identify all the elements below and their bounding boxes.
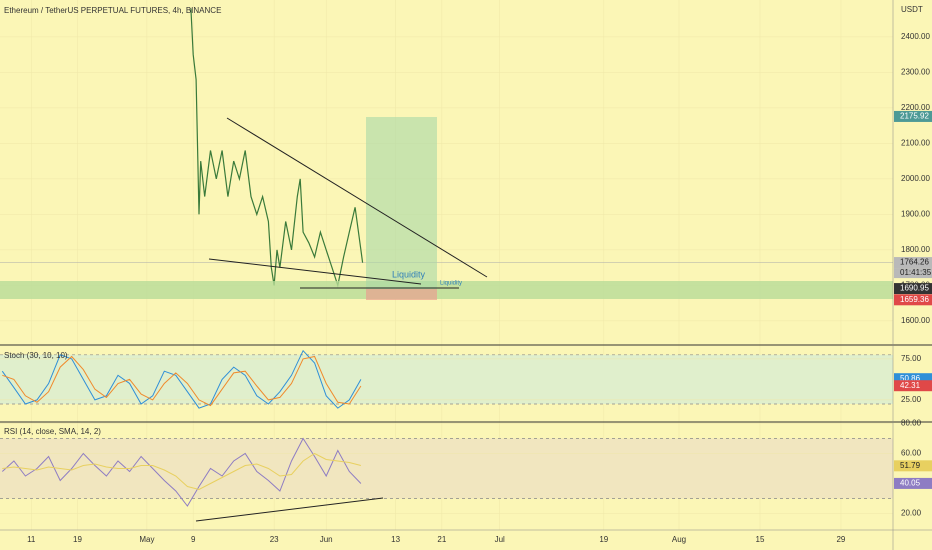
series-line (2, 355, 362, 407)
y-tick-label: 20.00 (901, 509, 922, 518)
x-tick-label: 15 (756, 535, 765, 544)
y-tick-label: 2300.00 (901, 68, 930, 77)
price-marker (894, 477, 932, 489)
annotation: Liquidity (392, 269, 426, 279)
series-line (1, 437, 362, 507)
currency: USDT (901, 5, 923, 14)
y-tick-label: 60.00 (901, 449, 922, 458)
price-marker-label: 1659.36 (900, 295, 929, 304)
countdown: 01:41:35 (900, 268, 932, 277)
x-tick-label: Jul (495, 535, 505, 544)
series-line (2, 452, 362, 491)
price-marker-label: 1764.26 (900, 258, 929, 267)
y-tick-label: 1600.00 (901, 316, 930, 325)
y-tick-label: 2000.00 (901, 174, 930, 183)
price-marker (894, 380, 932, 392)
x-tick-label: 9 (191, 535, 196, 544)
x-tick-label: 23 (270, 535, 279, 544)
y-tick-label: 80.00 (901, 419, 922, 428)
indicator-band (0, 354, 893, 404)
x-tick-label: 19 (599, 535, 608, 544)
y-tick-label: 1900.00 (901, 209, 930, 218)
wedge-lower (208, 258, 422, 285)
price-marker (894, 460, 932, 472)
x-tick-label: Aug (672, 535, 686, 544)
price-marker-label: 51.79 (900, 461, 921, 470)
series-line (1, 349, 362, 409)
y-tick-label: 2200.00 (901, 103, 930, 112)
x-tick-label: 21 (437, 535, 446, 544)
indicator-band (0, 438, 893, 499)
countdown-box (894, 268, 932, 279)
annotation: Liquidity (440, 281, 462, 287)
y-tick-label: 2100.00 (901, 139, 930, 148)
long-target-zone (366, 117, 437, 289)
x-tick-label: 29 (836, 535, 845, 544)
x-tick-label: 11 (27, 535, 36, 544)
x-tick-label: 19 (73, 535, 82, 544)
background-layer (0, 0, 893, 530)
price-marker (894, 294, 932, 306)
price-marker-label: 42.31 (900, 381, 921, 390)
x-tick-label: May (139, 535, 154, 544)
x-tick-label: 13 (391, 535, 400, 544)
chart-title: Ethereum / TetherUS PERPETUAL FUTURES, 4… (4, 6, 221, 15)
price-marker-label: 2175.92 (900, 112, 929, 121)
price-marker-label: 1690.95 (900, 284, 929, 293)
indicator-label: RSI (14, close, SMA, 14, 2) (4, 427, 101, 436)
price-marker-label: 50.86 (900, 374, 921, 383)
y-tick-label: 1800.00 (901, 245, 930, 254)
y-tick-label: 25.00 (901, 395, 922, 404)
axis-layer: 1119May923Jun1321Jul19Aug15291600.001700… (27, 32, 932, 544)
wedge-upper (226, 117, 488, 278)
indicator-label: Stoch (30, 10, 10) (4, 351, 68, 360)
price-marker (894, 110, 932, 122)
y-tick-label: 75.00 (901, 354, 922, 363)
price-marker (894, 283, 932, 295)
rsi-trendline (195, 497, 384, 522)
price-marker (894, 373, 932, 385)
support-zone (0, 281, 893, 299)
x-tick-label: Jun (320, 535, 333, 544)
price-marker-label: 40.05 (900, 479, 921, 488)
price-marker (894, 257, 932, 269)
y-tick-label: 2400.00 (901, 32, 930, 41)
long-stop-zone (366, 289, 437, 300)
